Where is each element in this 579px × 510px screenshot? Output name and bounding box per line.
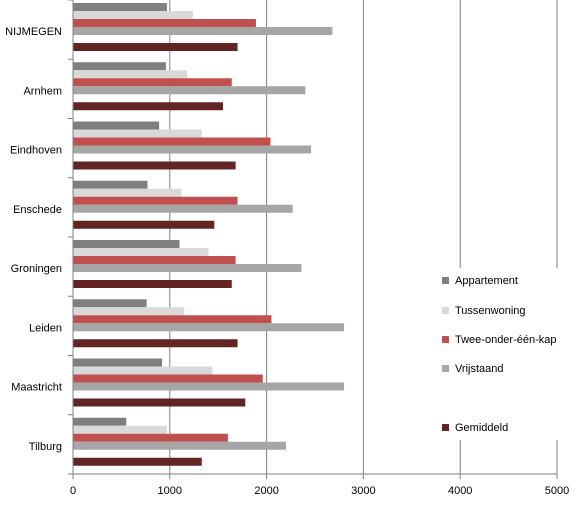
legend-swatch-twee-onder-een-kap [442, 336, 449, 343]
bar-tussenwoning-nijmegen [73, 11, 194, 19]
legend-swatch-vrijstaand [442, 365, 449, 372]
legend-label-gemiddeld: Gemiddeld [455, 422, 508, 434]
axes [68, 0, 558, 479]
category-labels: NIJMEGEN Arnhem Eindhoven Enschede Groningen… [5, 26, 62, 453]
bar-vrijstaand-enschede [73, 204, 293, 213]
x-tick-labels: 0 1000 2000 3000 4000 5000 [70, 485, 569, 497]
bar-gemiddeld-groningen [73, 280, 232, 288]
legend-label-tussenwoning: Tussenwoning [455, 305, 526, 317]
bar-twee-onder-een-kap-groningen [73, 256, 236, 264]
bar-twee-onder-een-kap-enschede [73, 196, 238, 205]
bar-gemiddeld-enschede [73, 220, 215, 229]
bar-appartement-leiden [73, 299, 147, 308]
bar-appartement-groningen [73, 240, 180, 248]
bar-twee-onder-een-kap-eindhoven [73, 137, 271, 146]
bar-vrijstaand-leiden [73, 323, 345, 332]
bar-tussenwoning-enschede [73, 188, 182, 197]
bar-tussenwoning-leiden [73, 307, 185, 316]
bar-tussenwoning-eindhoven [73, 129, 202, 138]
bar-vrijstaand-maastricht [73, 382, 345, 391]
x-tick-label: 3000 [351, 485, 375, 497]
category-label: Groningen [11, 263, 62, 275]
bar-gemiddeld-arnhem [73, 102, 224, 111]
bar-appartement-nijmegen [73, 3, 167, 11]
category-label: Tilburg [29, 441, 62, 453]
x-tick-label: 1000 [158, 485, 182, 497]
bar-twee-onder-een-kap-maastricht [73, 374, 263, 383]
bar-vrijstaand-tilburg [73, 441, 286, 450]
legend-swatch-tussenwoning [442, 307, 449, 314]
bar-gemiddeld-eindhoven [73, 161, 236, 170]
bar-vrijstaand-arnhem [73, 86, 306, 95]
x-tick-label: 2000 [254, 485, 278, 497]
bar-appartement-arnhem [73, 62, 166, 71]
bar-appartement-eindhoven [73, 121, 160, 130]
category-label: Maastricht [11, 382, 62, 394]
legend-label-vrijstaand: Vrijstaand [455, 363, 504, 375]
bar-twee-onder-een-kap-leiden [73, 315, 272, 324]
legend-swatch-appartement [442, 277, 449, 284]
bar-vrijstaand-groningen [73, 264, 302, 272]
x-tick-label: 4000 [448, 485, 472, 497]
bar-tussenwoning-groningen [73, 248, 209, 256]
bar-tussenwoning-arnhem [73, 70, 188, 79]
bar-appartement-tilburg [73, 417, 127, 426]
bar-twee-onder-een-kap-tilburg [73, 433, 228, 442]
bar-twee-onder-een-kap-arnhem [73, 78, 232, 87]
bar-tussenwoning-maastricht [73, 366, 213, 375]
legend-label-appartement: Appartement [455, 275, 518, 287]
bar-gemiddeld-nijmegen [73, 43, 238, 51]
legend: Appartement Tussenwoning Twee-onder-één-ka… [432, 268, 572, 440]
x-tick-label: 0 [70, 485, 76, 497]
bar-appartement-enschede [73, 180, 148, 189]
legend-label-twee-onder-een-kap: Twee-onder-één-kap [455, 334, 557, 346]
bar-gemiddeld-tilburg [73, 457, 202, 466]
category-label: Arnhem [23, 85, 62, 97]
legend-swatch-gemiddeld [442, 424, 449, 431]
x-tick-label: 5000 [545, 485, 569, 497]
category-label: Leiden [29, 322, 62, 334]
bars [73, 3, 345, 466]
bar-vrijstaand-nijmegen [73, 27, 333, 35]
bar-tussenwoning-tilburg [73, 425, 167, 434]
bar-gemiddeld-leiden [73, 339, 238, 348]
category-label: Enschede [13, 204, 62, 216]
bar-vrijstaand-eindhoven [73, 145, 312, 154]
category-label: NIJMEGEN [5, 26, 62, 38]
bar-appartement-maastricht [73, 358, 163, 367]
bar-twee-onder-een-kap-nijmegen [73, 19, 256, 27]
category-label: Eindhoven [10, 145, 62, 157]
legend-background [432, 268, 572, 440]
bar-gemiddeld-maastricht [73, 398, 246, 407]
